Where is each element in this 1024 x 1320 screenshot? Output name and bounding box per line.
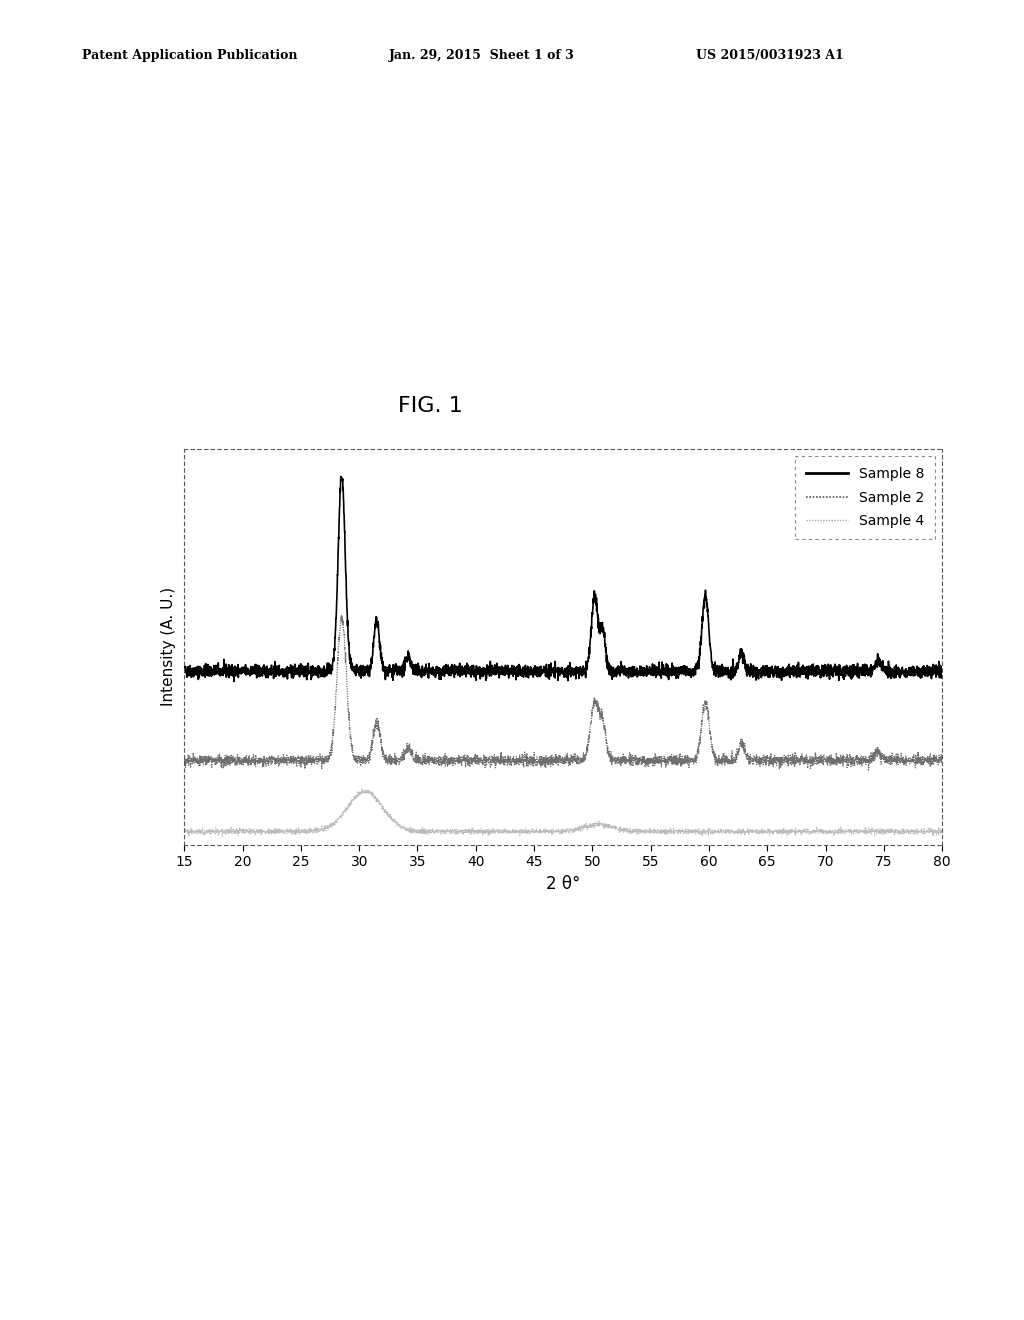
Legend: Sample 8, Sample 2, Sample 4: Sample 8, Sample 2, Sample 4 bbox=[795, 455, 935, 540]
Text: FIG. 1: FIG. 1 bbox=[397, 396, 463, 416]
Text: Patent Application Publication: Patent Application Publication bbox=[82, 49, 297, 62]
Text: US 2015/0031923 A1: US 2015/0031923 A1 bbox=[696, 49, 844, 62]
X-axis label: 2 θ°: 2 θ° bbox=[546, 875, 581, 892]
Text: Jan. 29, 2015  Sheet 1 of 3: Jan. 29, 2015 Sheet 1 of 3 bbox=[389, 49, 574, 62]
Y-axis label: Intensity (A. U.): Intensity (A. U.) bbox=[161, 587, 176, 706]
